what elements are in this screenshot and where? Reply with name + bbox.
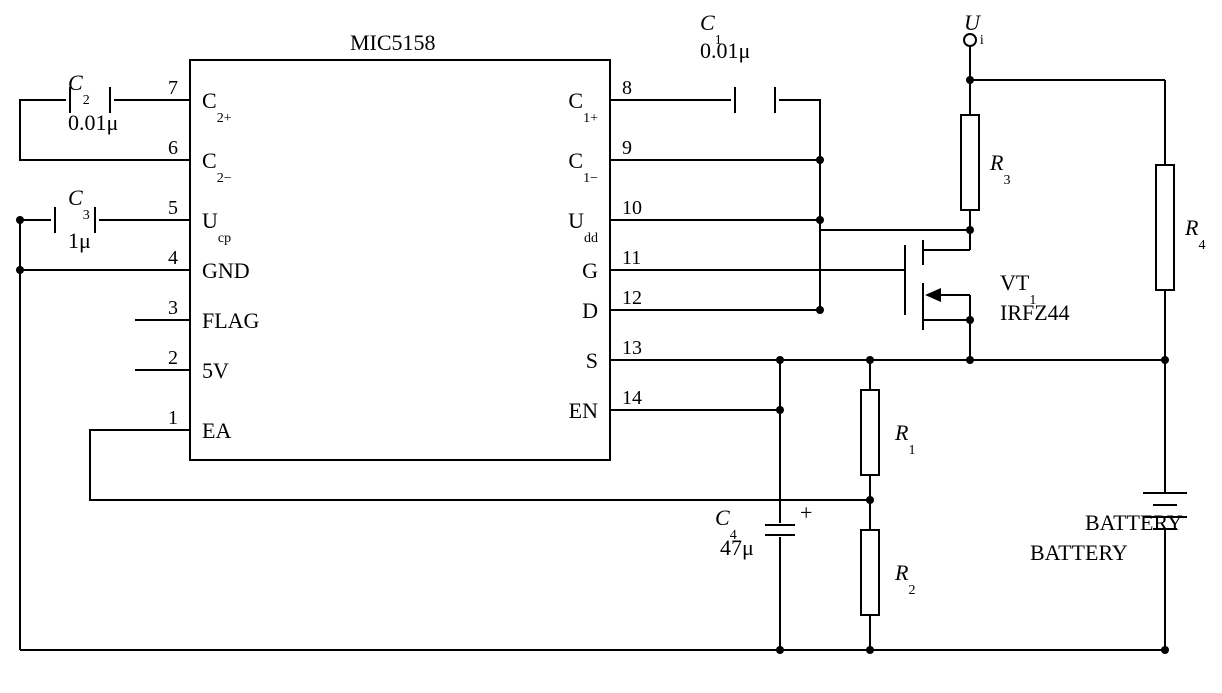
text-element: 5 xyxy=(168,197,178,219)
circle-element xyxy=(964,34,976,46)
label-c3: C3 xyxy=(68,185,90,223)
label-r2: R2 xyxy=(894,560,915,598)
text-element: FLAG xyxy=(202,308,260,333)
text-element: 2 xyxy=(168,347,178,369)
text-element: 4 xyxy=(168,247,178,269)
tspan-element: 4 xyxy=(1198,238,1205,253)
tspan-element: C xyxy=(202,88,217,113)
label-battery-2: BATTERY xyxy=(1085,510,1183,535)
tspan-element: R xyxy=(1184,215,1199,240)
ic-title: MIC5158 xyxy=(350,30,436,55)
tspan-element: 2 xyxy=(908,583,915,598)
text-element: EA xyxy=(202,418,231,443)
text-element: 3 xyxy=(168,297,178,319)
label-r3: R3 xyxy=(989,150,1010,188)
text-element: D xyxy=(582,298,598,323)
tspan-element: 2+ xyxy=(217,111,232,126)
tspan-element: dd xyxy=(584,231,598,246)
tspan-element: C xyxy=(700,10,715,35)
text-element: 10 xyxy=(622,197,642,219)
ic-mic5158 xyxy=(190,60,610,460)
label-battery: BATTERY xyxy=(1030,540,1128,565)
text-element: S xyxy=(586,348,598,373)
tspan-element: 2 xyxy=(83,93,90,108)
text-element: + xyxy=(800,500,812,525)
text-element: GND xyxy=(202,258,250,283)
value-c4: 47μ xyxy=(720,535,754,560)
tspan-element: C xyxy=(568,148,583,173)
label-r1: R1 xyxy=(894,420,915,458)
text-element: 5V xyxy=(202,358,229,383)
text-element: 11 xyxy=(622,247,641,269)
circuit-diagram: MIC51587C2+6C2−5Ucp4GND3FLAG25V1EA8C1+9C… xyxy=(0,0,1222,693)
text-element: 1 xyxy=(168,407,178,429)
tspan-element: 3 xyxy=(83,208,90,223)
tspan-element: VT xyxy=(1000,270,1030,295)
tspan-element: 1− xyxy=(583,171,598,186)
tspan-element: U xyxy=(202,208,218,233)
tspan-element: cp xyxy=(218,231,231,246)
tspan-element: C xyxy=(68,185,83,210)
tspan-element: C xyxy=(715,505,730,530)
circle-element xyxy=(1161,646,1169,654)
tspan-element: R xyxy=(894,420,909,445)
text-element: 7 xyxy=(168,77,178,99)
label-c2: C2 xyxy=(68,70,90,108)
circle-element xyxy=(816,156,824,164)
tspan-element: 3 xyxy=(1003,173,1010,188)
label-r4: R4 xyxy=(1184,215,1205,253)
text-element: 8 xyxy=(622,77,632,99)
tspan-element: i xyxy=(980,33,984,48)
circle-element xyxy=(816,306,824,314)
tspan-element: 1 xyxy=(908,443,915,458)
tspan-element: R xyxy=(894,560,909,585)
tspan-element: C xyxy=(568,88,583,113)
value-c2: 0.01μ xyxy=(68,110,118,135)
rect-element xyxy=(861,530,879,615)
tspan-element: C xyxy=(202,148,217,173)
polygon-element xyxy=(925,288,941,302)
tspan-element: U xyxy=(568,208,584,233)
circle-element xyxy=(16,216,24,224)
part-vt1: IRFZ44 xyxy=(1000,300,1070,325)
circle-element xyxy=(776,356,784,364)
tspan-element: 2− xyxy=(217,171,232,186)
polyline-element xyxy=(665,100,820,160)
rect-element xyxy=(961,115,979,210)
text-element: 14 xyxy=(622,387,642,409)
tspan-element: R xyxy=(989,150,1004,175)
text-element: 9 xyxy=(622,137,632,159)
rect-element xyxy=(861,390,879,475)
text-element: 13 xyxy=(622,337,642,359)
text-element: EN xyxy=(569,398,598,423)
rect-element xyxy=(1156,165,1174,290)
value-c1: 0.01μ xyxy=(700,38,750,63)
tspan-element: 1+ xyxy=(583,111,598,126)
circle-element xyxy=(966,316,974,324)
value-c3: 1μ xyxy=(68,228,91,253)
tspan-element: C xyxy=(68,70,83,95)
text-element: G xyxy=(582,258,598,283)
tspan-element: U xyxy=(964,10,982,35)
text-element: 6 xyxy=(168,137,178,159)
text-element: 12 xyxy=(622,287,642,309)
